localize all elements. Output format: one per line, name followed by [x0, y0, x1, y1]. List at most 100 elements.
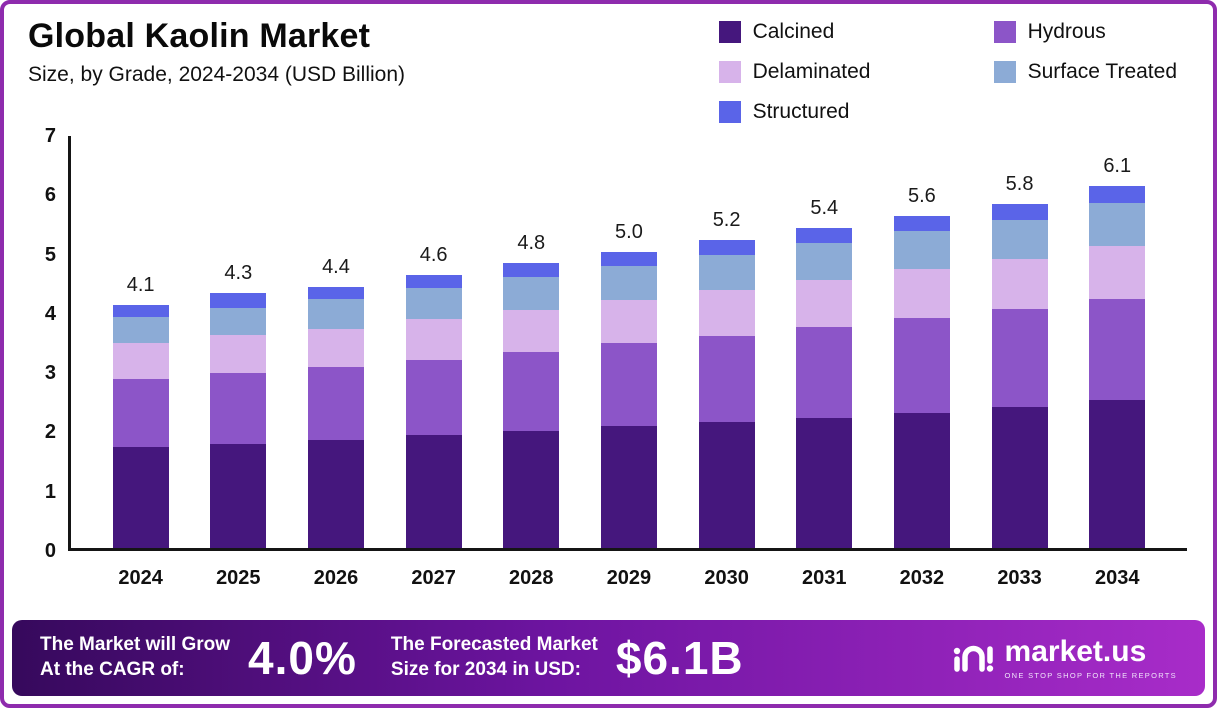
bar-segment-hydrous: [210, 373, 267, 445]
legend-item-hydrous: Hydrous: [993, 20, 1177, 44]
bar-segment-calcined: [503, 430, 560, 548]
bar-segment-delaminated: [405, 318, 462, 361]
bar-segment-structured: [210, 293, 267, 308]
y-tick-label: 7: [44, 125, 56, 147]
title-block: Global Kaolin Market Size, by Grade, 202…: [28, 16, 405, 87]
bar-segment-delaminated: [307, 328, 364, 368]
bar-segment-hydrous: [307, 367, 364, 441]
bar-segment-hydrous: [1089, 299, 1146, 400]
x-axis-label: 2026: [313, 567, 359, 589]
brand-block: market.us ONE STOP SHOP FOR THE REPORTS: [951, 636, 1177, 680]
bar-segment-delaminated: [600, 300, 657, 344]
footer-banner: The Market will Grow At the CAGR of: 4.0…: [12, 620, 1205, 696]
legend-swatch-hydrous: [993, 21, 1016, 43]
bar-segment-calcined: [893, 412, 950, 548]
bar-segment-hydrous: [698, 335, 755, 423]
page-title: Global Kaolin Market: [28, 17, 371, 55]
bar-segment-delaminated: [796, 280, 853, 328]
legend-label: Delaminated: [752, 60, 871, 83]
bar-segment-delaminated: [1089, 245, 1146, 300]
bar-stack: [600, 251, 657, 548]
header: Global Kaolin Market Size, by Grade, 202…: [4, 4, 1213, 126]
bar-total-label: 4.3: [224, 262, 253, 285]
bar-segment-delaminated: [112, 343, 169, 380]
brand-text: market.us ONE STOP SHOP FOR THE REPORTS: [1004, 634, 1177, 680]
bar-segment-calcined: [210, 444, 267, 548]
bar-stack: [210, 293, 267, 548]
bar-total-label: 5.2: [712, 208, 741, 231]
bar-segment-calcined: [1089, 399, 1146, 548]
y-axis: 0 1 2 3 4 5 6 7: [22, 125, 68, 562]
legend-swatch-surface-treated: [993, 61, 1016, 83]
bar-segment-delaminated: [503, 309, 560, 353]
x-axis-label: 2025: [216, 567, 261, 589]
y-tick-label: 1: [44, 480, 56, 503]
legend-label: Surface Treated: [1027, 60, 1177, 83]
x-axis-label: 2031: [802, 567, 847, 589]
bar-segment-hydrous: [991, 309, 1048, 407]
bar-segment-structured: [405, 275, 462, 289]
forecast-label-line2: Size for 2034 in USD:: [390, 659, 581, 680]
legend-swatch-delaminated: [718, 61, 741, 83]
legend-item-delaminated: Delaminated: [718, 60, 994, 84]
bar-segment-surface-treated: [112, 316, 169, 344]
chart-area: 0 1 2 3 4 5 6 7 4.1 4.3 4.4 4.6 4.8 5.0 5.2 5.4 5.6 5.8 6…: [4, 125, 1213, 590]
bar-2026: 4.4: [307, 256, 364, 548]
bar-total-label: 5.0: [615, 220, 643, 243]
bar-segment-hydrous: [796, 327, 853, 418]
x-axis-label: 2033: [997, 567, 1042, 589]
bar-segment-surface-treated: [405, 288, 462, 319]
bar-segment-hydrous: [503, 352, 560, 431]
bar-stack: [112, 304, 169, 548]
bar-segment-surface-treated: [600, 266, 657, 301]
page-subtitle: Size, by Grade, 2024-2034 (USD Billion): [28, 62, 406, 86]
bar-segment-structured: [1089, 186, 1146, 203]
bar-segment-calcined: [991, 406, 1048, 548]
x-axis-label: 2032: [899, 567, 945, 589]
bar-total-label: 4.6: [419, 244, 448, 267]
bar-stack: [698, 239, 755, 548]
bar-segment-structured: [893, 216, 950, 232]
bar-total-label: 5.4: [810, 196, 839, 219]
bar-segment-structured: [600, 251, 657, 267]
brand-name: market.us: [1004, 634, 1147, 668]
bar-2031: 5.4: [796, 196, 853, 548]
bar-total-label: 6.1: [1103, 155, 1132, 178]
forecast-label: The Forecasted Market Size for 2034 in U…: [391, 633, 598, 682]
legend-item-calcined: Calcined: [718, 20, 994, 44]
cagr-value: 4.0%: [248, 632, 357, 684]
bar-2034: 6.1: [1089, 155, 1146, 548]
y-tick-label: 0: [44, 540, 56, 562]
bar-segment-surface-treated: [210, 307, 267, 335]
cagr-label-line1: The Market will Grow: [40, 634, 231, 656]
x-axis-labels: 2024 2025 2026 2027 2028 2029 2030 2031 2032 2033…: [68, 567, 1187, 590]
x-axis-label: 2024: [118, 567, 163, 589]
bar-segment-structured: [503, 263, 560, 278]
bar-2024: 4.1: [112, 273, 169, 548]
y-tick-label: 2: [44, 421, 56, 444]
bar-segment-delaminated: [991, 258, 1048, 310]
bar-stack: [405, 275, 462, 548]
bar-2028: 4.8: [503, 232, 560, 548]
bar-stack: [991, 204, 1048, 548]
forecast-value: $6.1B: [615, 632, 744, 684]
bar-total-label: 4.4: [322, 256, 350, 279]
bar-segment-surface-treated: [893, 231, 950, 270]
legend: Calcined Hydrous Delaminated Surface Treate…: [718, 20, 1177, 124]
bar-2033: 5.8: [991, 173, 1048, 548]
x-axis-label: 2029: [606, 567, 652, 589]
bar-stack: [796, 227, 853, 548]
bar-2025: 4.3: [210, 262, 267, 548]
bar-segment-surface-treated: [991, 219, 1048, 259]
bar-total-label: 4.1: [126, 273, 155, 296]
bar-segment-delaminated: [210, 334, 267, 374]
bar-segment-hydrous: [405, 360, 462, 436]
bar-segment-hydrous: [600, 343, 657, 427]
bar-segment-surface-treated: [796, 243, 853, 281]
bar-segment-calcined: [405, 435, 462, 548]
bar-2030: 5.2: [698, 208, 755, 548]
bar-total-label: 4.8: [517, 232, 546, 255]
bar-segment-surface-treated: [698, 254, 755, 291]
brand-tagline: ONE STOP SHOP FOR THE REPORTS: [1004, 670, 1177, 680]
